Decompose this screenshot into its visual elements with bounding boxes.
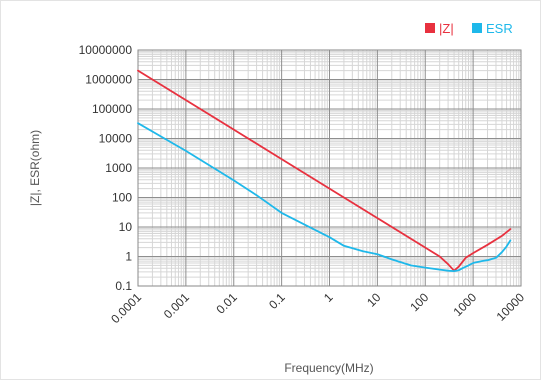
x-tick-label: 10 <box>364 290 384 310</box>
x-axis-label: Frequency(MHz) <box>284 361 373 375</box>
y-tick-label: 100 <box>112 191 132 205</box>
y-tick-label: 100000 <box>92 102 132 116</box>
x-tick-label: 0.001 <box>161 290 192 321</box>
legend: |Z| ESR <box>425 21 513 36</box>
major-grid <box>137 49 522 287</box>
y-tick-label: 10 <box>119 220 133 234</box>
legend-swatch-z <box>425 23 435 33</box>
y-tick-label: 1 <box>125 250 132 264</box>
y-tick-label: 1000 <box>105 161 132 175</box>
y-tick-label: 0.1 <box>115 279 132 293</box>
y-axis-label: |Z|, ESR(ohm) <box>28 130 42 206</box>
x-tick-label: 1 <box>321 290 336 305</box>
series-layer <box>137 69 512 273</box>
x-tick-label: 0.01 <box>213 290 240 317</box>
legend-swatch-esr <box>472 23 482 33</box>
legend-label-esr: ESR <box>486 21 513 36</box>
y-tick-label: 10000000 <box>79 43 133 57</box>
series-line-esr <box>137 122 512 273</box>
x-tick-label: 10000 <box>494 290 528 324</box>
x-tick-label: 0.0001 <box>108 290 144 326</box>
y-tick-labels: 10000000 1000000 100000 10000 1000 100 10 1 0.1 <box>79 43 133 293</box>
x-tick-label: 1000 <box>450 290 479 319</box>
series-line-z <box>137 69 512 272</box>
x-tick-label: 100 <box>407 290 431 314</box>
y-tick-label: 10000 <box>99 132 133 146</box>
legend-label-z: |Z| <box>439 21 454 36</box>
x-tick-labels: 0.0001 0.001 0.01 0.1 1 10 100 1000 10000 <box>108 290 527 326</box>
x-tick-label: 0.1 <box>266 290 288 312</box>
y-tick-label: 1000000 <box>85 73 132 87</box>
plot-frame <box>137 49 522 287</box>
